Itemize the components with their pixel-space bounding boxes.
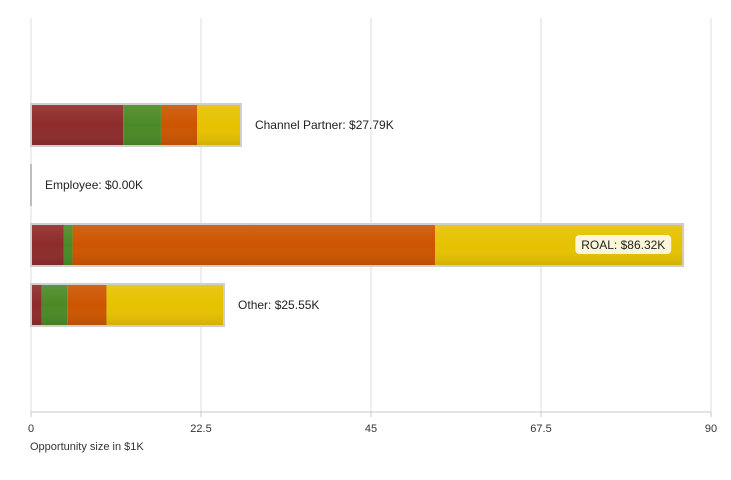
bar-outline: [30, 103, 242, 147]
x-axis-title: Opportunity size in $1K: [30, 441, 144, 453]
bar-sheen: [31, 284, 225, 326]
x-tick-label: 67.5: [530, 423, 551, 435]
bar-label-bg: [575, 235, 672, 254]
x-tick-label: 0: [28, 423, 34, 435]
bar-outline: [30, 223, 685, 267]
x-tick-label: 22.5: [190, 423, 211, 435]
x-tick-label: 45: [365, 423, 377, 435]
bar-label: Employee: $0.00K: [45, 178, 143, 192]
bar-label: ROAL: $86.32K: [581, 238, 665, 252]
bar-sheen: [31, 224, 684, 266]
bar-label: Other: $25.55K: [238, 298, 319, 312]
bar-sheen: [31, 104, 241, 146]
x-tick-label: 90: [705, 423, 717, 435]
bar-label: Channel Partner: $27.79K: [255, 118, 394, 132]
bar-outline: [30, 283, 226, 327]
